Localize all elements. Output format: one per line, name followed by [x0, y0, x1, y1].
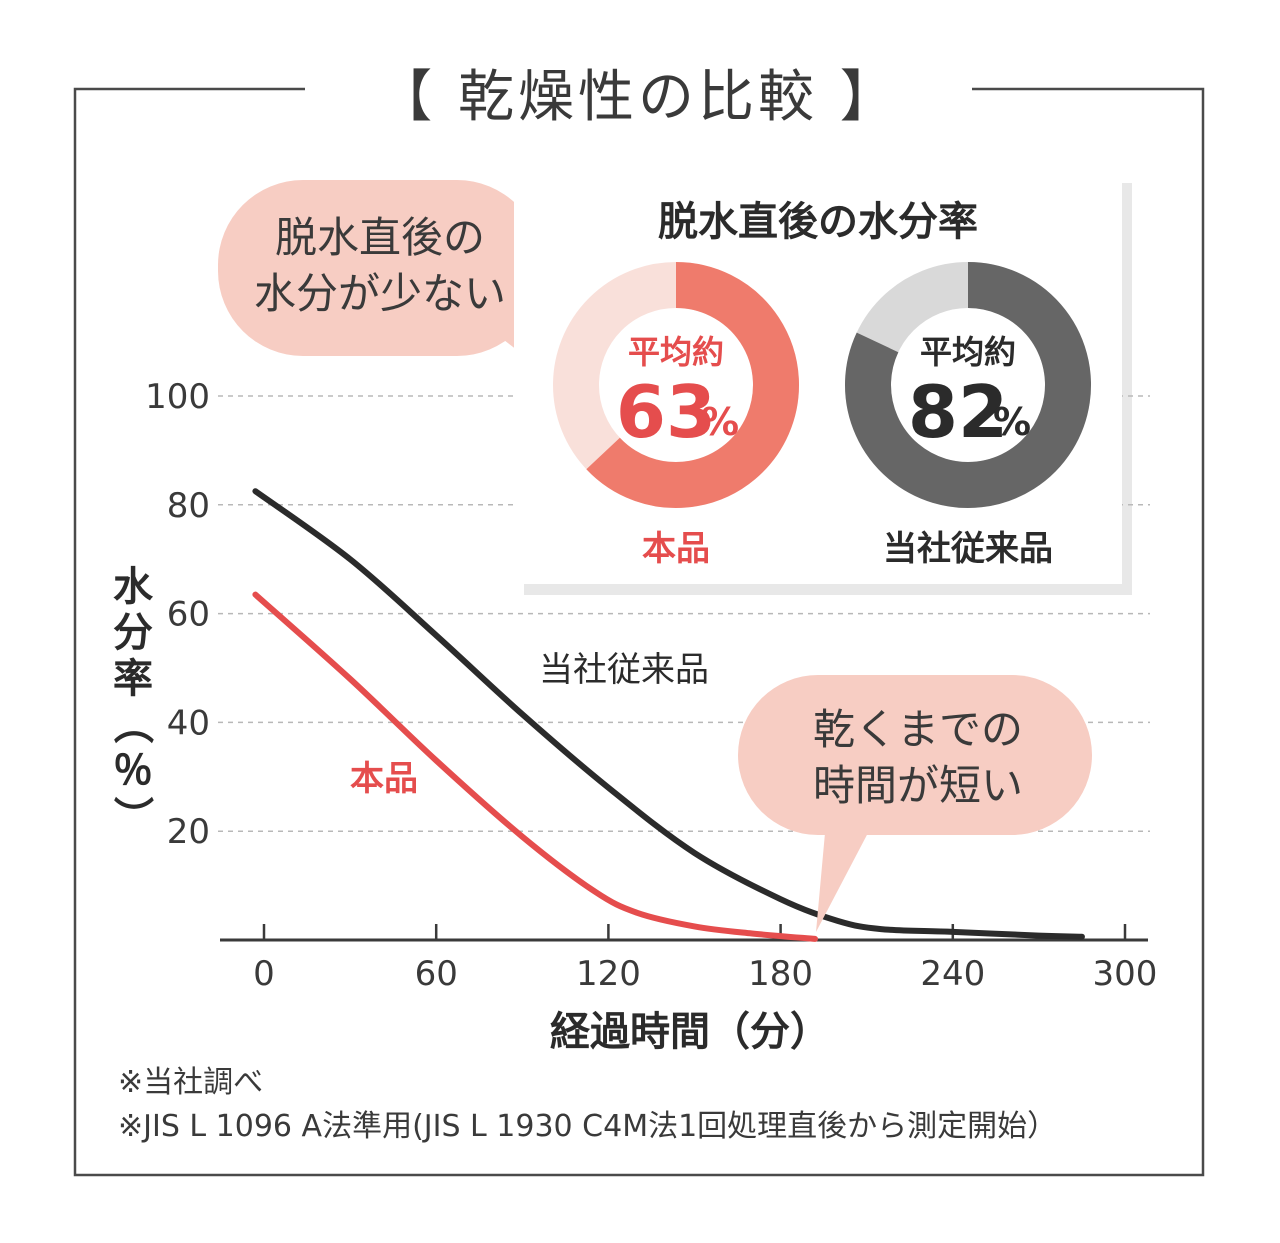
footnote-standard: ※JIS L 1096 A法準用(JIS L 1930 C4M法1回処理直後から… — [118, 1109, 1057, 1144]
y-axis-label-char: 分 — [113, 610, 153, 656]
x-axis-ticks: 0 60 120 180 240 300 — [253, 924, 1157, 994]
y-axis-label-char: 率 — [113, 656, 153, 702]
series-label-product: 本品 — [350, 759, 418, 799]
donut-label: 本品 — [642, 529, 710, 569]
series-line-legacy — [252, 488, 1085, 940]
y-axis-label-char: ％ — [113, 748, 153, 794]
series-line-product — [252, 591, 819, 942]
y-axis-label-char: （ — [109, 704, 155, 744]
y-tick-label: 60 — [167, 595, 210, 635]
x-tick-label: 60 — [415, 954, 458, 994]
donut-label: 当社従来品 — [883, 529, 1053, 569]
inset-title: 脱水直後の水分率 — [658, 199, 978, 245]
x-tick-label: 300 — [1093, 954, 1158, 994]
annotation-bubble-short-drying: 乾くまでの 時間が短い — [738, 675, 1092, 932]
x-tick-label: 0 — [253, 954, 275, 994]
y-tick-label: 20 — [167, 812, 210, 852]
y-tick-label: 40 — [167, 703, 210, 743]
frame-border — [73, 87, 1205, 1177]
y-axis-label: 水分率（％） — [109, 564, 155, 836]
donut-slice — [586, 262, 799, 508]
donut-prefix: 平均約 — [628, 333, 724, 371]
annotation-line: 時間が短い — [813, 761, 1023, 810]
chart-title: 【 乾燥性の比較 】 — [376, 65, 900, 130]
annotation-bubble-less-water: 脱水直後の 水分が少ない — [218, 180, 556, 380]
donut-value: 82 — [908, 370, 1008, 454]
donut-prefix: 平均約 — [920, 333, 1016, 371]
donut-value: 63 — [616, 370, 716, 454]
y-tick-label: 100 — [145, 377, 210, 417]
annotation-line: 水分が少ない — [254, 269, 506, 318]
series-layer — [252, 488, 1085, 942]
donut-unit: % — [993, 400, 1031, 444]
annotation-line: 乾くまでの — [813, 705, 1023, 754]
y-axis-label-char: ） — [109, 796, 155, 836]
x-tick-label: 120 — [576, 954, 641, 994]
donut-slice — [845, 262, 1091, 508]
footnote-survey: ※当社調べ — [118, 1065, 263, 1100]
x-axis-label: 経過時間（分） — [550, 1009, 830, 1055]
y-axis-label-char: 水 — [113, 564, 154, 610]
donut-unit: % — [701, 400, 739, 444]
series-label-legacy: 当社従来品 — [539, 650, 709, 690]
x-tick-label: 240 — [920, 954, 985, 994]
x-tick-label: 180 — [748, 954, 813, 994]
y-tick-label: 80 — [167, 486, 210, 526]
annotation-line: 脱水直後の — [275, 213, 485, 262]
y-axis-ticks: 20 40 60 80 100 — [145, 377, 210, 852]
